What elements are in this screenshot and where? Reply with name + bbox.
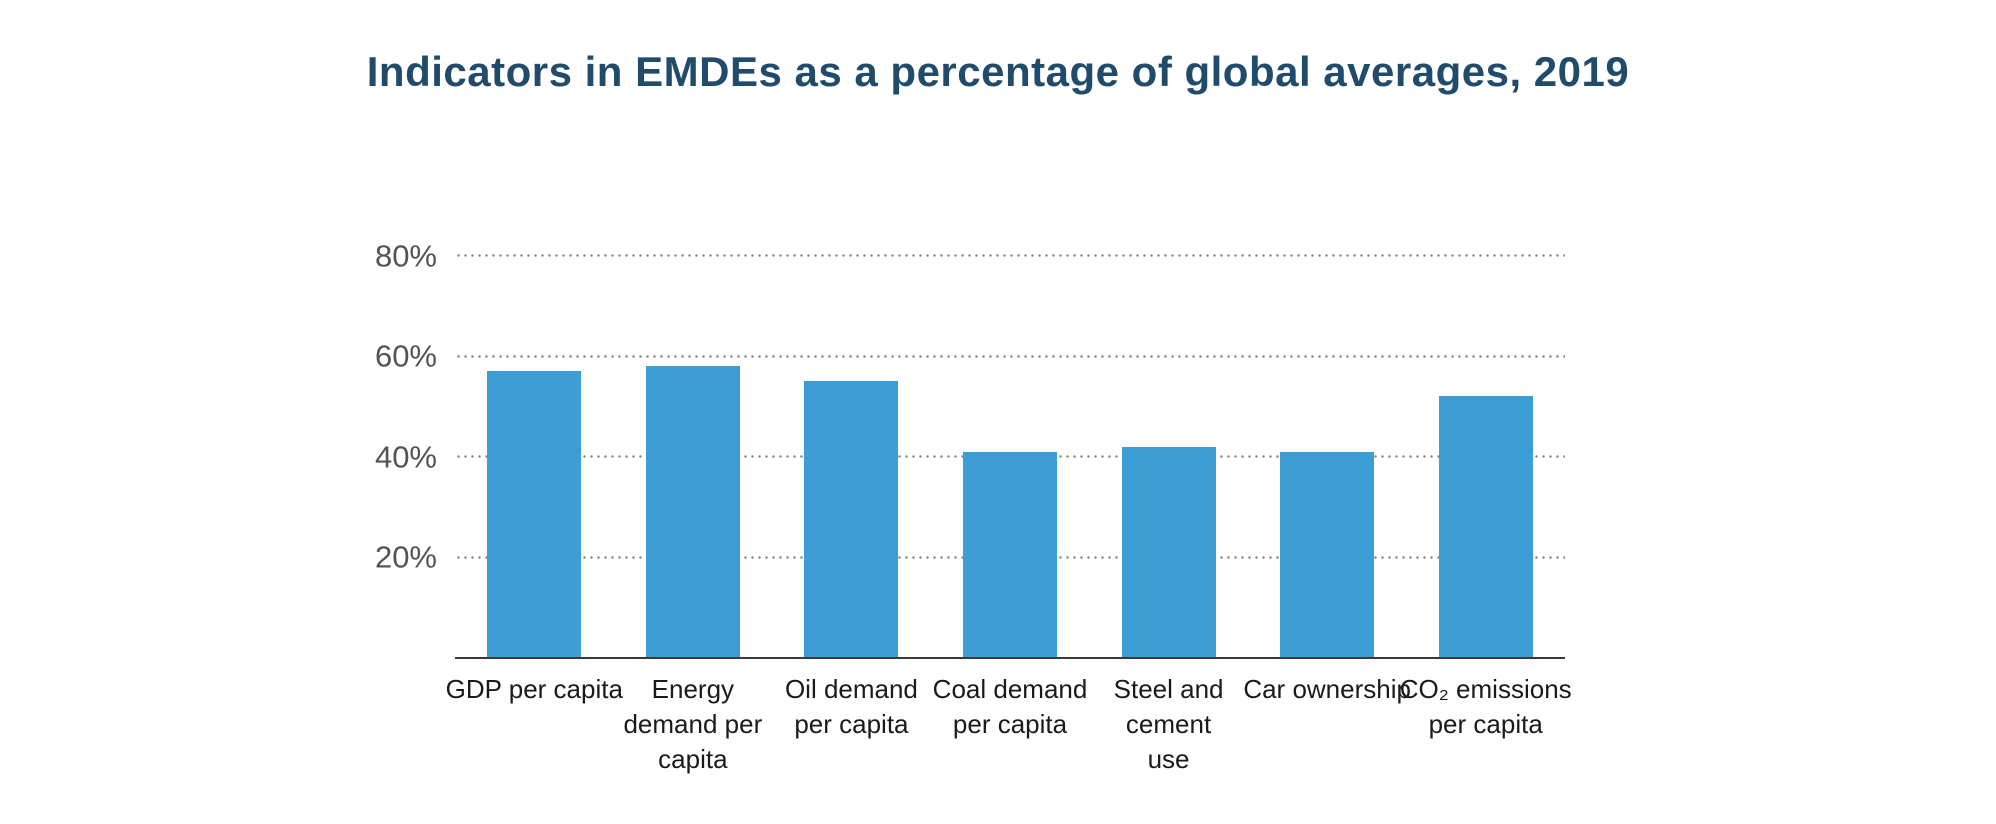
x-tick-label-line: Energy bbox=[651, 674, 735, 704]
x-tick-label: Energy demand per capita bbox=[623, 672, 762, 777]
x-tick-label: GDP per capita bbox=[446, 672, 623, 707]
x-tick-label: Oil demand per capita bbox=[785, 672, 918, 742]
bar-slot bbox=[1248, 155, 1407, 658]
bar-slot bbox=[455, 155, 614, 658]
x-tick-label-line: demand per bbox=[623, 709, 763, 739]
y-tick-label: 40% bbox=[374, 439, 437, 475]
bar-slot bbox=[1089, 155, 1248, 658]
x-axis-labels: GDP per capita Energy demand per capita Oil … bbox=[446, 672, 1572, 802]
bar-coal-demand-per-capita bbox=[963, 451, 1058, 658]
x-tick-label-line: per capita bbox=[794, 709, 909, 739]
x-tick-label-line: GDP per capita bbox=[445, 674, 623, 704]
x-tick-label-line: capita bbox=[658, 744, 728, 774]
bar-gdp-per-capita bbox=[487, 371, 582, 658]
gridline-60% bbox=[455, 354, 1565, 358]
bar-car-ownership bbox=[1280, 451, 1375, 658]
x-tick-label-line: per capita bbox=[952, 709, 1068, 739]
bar-slot bbox=[1406, 155, 1565, 658]
x-tick-label-line: use bbox=[1147, 744, 1190, 774]
x-axis-line bbox=[455, 657, 1565, 659]
bar-slot bbox=[931, 155, 1090, 658]
bar-energy-demand-per-capita bbox=[645, 366, 740, 658]
bar-oil-demand-per-capita bbox=[804, 381, 899, 658]
bar-slot bbox=[614, 155, 773, 658]
gridline-80% bbox=[455, 254, 1565, 258]
bar-series bbox=[455, 155, 1565, 658]
x-tick-label-line: per capita bbox=[1428, 709, 1543, 739]
x-tick-label-line: Car ownership bbox=[1243, 674, 1411, 704]
x-tick-label-line: Steel and bbox=[1113, 674, 1224, 704]
x-tick-label: CO₂ emissions per capita bbox=[1400, 672, 1572, 742]
bar-co-emissions-per-capita bbox=[1438, 396, 1533, 658]
x-tick-label-line: Oil demand bbox=[784, 674, 918, 704]
y-tick-label: 60% bbox=[374, 338, 437, 374]
y-tick-label: 80% bbox=[374, 238, 437, 274]
bar-slot bbox=[772, 155, 931, 658]
chart-title: Indicators in EMDEs as a percentage of g… bbox=[366, 48, 1630, 95]
y-axis: 20% 40% 60% 80% bbox=[260, 155, 437, 658]
plot-area bbox=[455, 155, 1565, 659]
x-tick-label-line: Coal demand bbox=[932, 674, 1088, 704]
x-tick-label: Steel and cement use bbox=[1114, 672, 1224, 777]
x-tick-label-line: cement bbox=[1125, 709, 1212, 739]
x-tick-label-line: CO₂ emissions bbox=[1399, 674, 1572, 704]
y-tick-label: 20% bbox=[374, 539, 437, 575]
x-tick-label: Coal demand per capita bbox=[933, 672, 1088, 742]
bar-steel-and-cement-use bbox=[1121, 446, 1216, 658]
x-tick-label: Car ownership bbox=[1243, 672, 1411, 707]
